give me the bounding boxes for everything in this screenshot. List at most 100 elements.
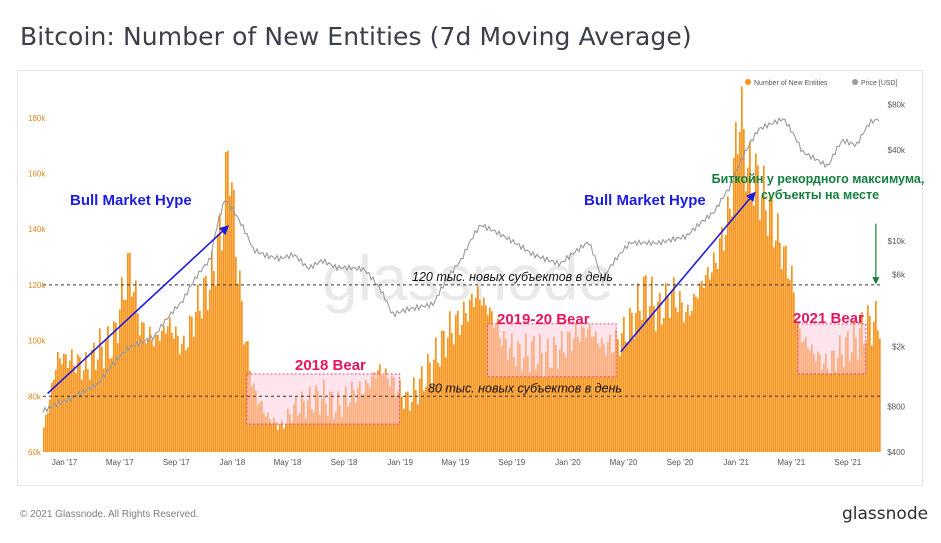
entity-bar (767, 236, 769, 452)
entity-bar (339, 405, 341, 452)
entity-bar (781, 269, 783, 452)
ath-note-line-1: Биткойн у рекордного максимума, (712, 172, 925, 186)
entity-bar (879, 338, 881, 452)
entity-bar (619, 355, 621, 452)
entity-bar (593, 336, 595, 452)
entity-bar (631, 312, 633, 452)
entity-bar (575, 323, 577, 452)
bear-zone-0 (246, 373, 401, 425)
entity-bar (445, 357, 447, 452)
ath-note-line-2: субъекты на месте (761, 188, 879, 202)
entity-bar (875, 301, 877, 452)
entity-bar (561, 331, 563, 452)
entity-bar (755, 153, 757, 452)
entity-bar (689, 315, 691, 452)
entity-bar (683, 322, 685, 452)
entity-bar (813, 353, 815, 452)
entity-bar (699, 283, 701, 452)
entity-bar (49, 399, 51, 452)
entity-bar (509, 347, 511, 452)
entity-bar (431, 385, 433, 452)
glassnode-logo: glassnode (842, 504, 929, 524)
entity-bar (313, 412, 315, 452)
entity-bar (841, 354, 843, 452)
entity-bar (541, 352, 543, 452)
entity-bar (465, 313, 467, 452)
x-tick: May '18 (274, 458, 302, 467)
entity-bar (421, 366, 423, 452)
entity-bar (141, 321, 143, 452)
entity-bar (533, 336, 535, 452)
entity-bar (243, 344, 245, 452)
entity-bar (795, 319, 797, 452)
entity-bar (113, 321, 115, 452)
entity-bar (153, 346, 155, 452)
entity-bar (637, 283, 639, 452)
entity-bar (91, 349, 93, 452)
entity-bar (653, 306, 655, 452)
hype-label-1: Bull Market Hype (70, 192, 192, 209)
entity-bar (449, 311, 451, 452)
entity-bar (67, 368, 69, 452)
bear-label-2021: 2021 Bear (793, 310, 864, 327)
entity-bar (711, 272, 713, 452)
bear-zone-1 (486, 323, 617, 378)
entity-bar (205, 275, 207, 452)
entity-bar (473, 306, 475, 452)
entity-bar (723, 250, 725, 452)
entity-bar (737, 154, 739, 452)
entity-bar (605, 355, 607, 452)
entity-bar (703, 288, 705, 452)
entity-bar (835, 371, 837, 452)
entity-bar (519, 344, 521, 452)
entity-bar (463, 301, 465, 452)
entity-bar (659, 292, 661, 452)
entity-bar (505, 338, 507, 452)
entity-bar (501, 345, 503, 452)
entity-bar (299, 412, 301, 452)
entity-bar (577, 337, 579, 452)
entity-bar (417, 404, 419, 452)
entity-bar (181, 343, 183, 452)
entity-bar (277, 429, 279, 452)
entity-bar (499, 337, 501, 452)
entity-bar (839, 335, 841, 452)
entity-bar (413, 377, 415, 452)
entity-bar (567, 331, 569, 452)
entity-bar (475, 297, 477, 452)
entity-bar (179, 354, 181, 452)
x-tick: Jan '19 (387, 458, 413, 467)
entity-bar (687, 304, 689, 452)
entity-bar (513, 356, 515, 452)
entity-bar (107, 326, 109, 452)
y-right-tick: $10k (888, 237, 906, 246)
entity-bar (283, 428, 285, 452)
entity-bar (849, 361, 851, 452)
entity-bar (201, 318, 203, 452)
x-tick: Jan '18 (220, 458, 246, 467)
entity-bar (171, 332, 173, 452)
entity-bar (193, 337, 195, 452)
entity-bar (629, 307, 631, 452)
entity-bar (215, 285, 217, 452)
entity-bar (155, 334, 157, 452)
entity-bar (873, 321, 875, 452)
entity-bar (607, 341, 609, 452)
x-tick: May '21 (777, 458, 805, 467)
trend-arrow-1 (620, 191, 756, 353)
entity-bar (157, 334, 159, 452)
entity-bar (799, 328, 801, 452)
entity-bar (809, 350, 811, 452)
entity-bar (401, 396, 403, 452)
entity-bar (563, 352, 565, 452)
entity-bar (709, 279, 711, 452)
entity-bar (403, 408, 405, 452)
entity-bar (263, 413, 265, 452)
entity-bar (833, 350, 835, 452)
entity-bar (177, 335, 179, 452)
entity-bar (191, 316, 193, 452)
entity-bar (101, 346, 103, 452)
y-left-tick: 100k (28, 337, 46, 346)
entity-bar (609, 334, 611, 452)
entity-bar (245, 341, 247, 452)
